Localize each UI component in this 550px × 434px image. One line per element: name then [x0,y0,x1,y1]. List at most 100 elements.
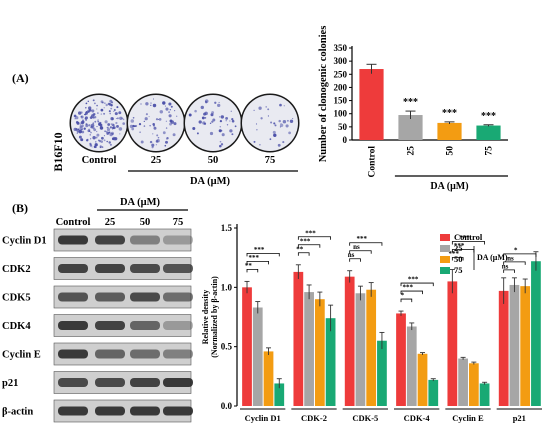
density-bar [447,281,458,406]
colony-dot [210,113,214,117]
colony-significance: *** [442,108,457,119]
density-significance-label: *** [448,250,459,258]
density-significance-bracket [297,236,332,240]
density-significance-label: * [514,246,518,254]
colony-dot [108,103,112,106]
colony-dot [225,120,227,122]
colony-dot [225,116,229,120]
density-significance-bracket [246,261,269,265]
colony-dot [96,104,98,107]
colony-dot [149,140,153,144]
colony-dot [96,133,100,137]
colony-dot [100,100,104,104]
colony-dot [113,110,115,113]
blot-band [95,292,125,302]
colony-dot [105,103,108,107]
density-bar [355,293,366,406]
density-bar [417,353,428,406]
dish-plate [185,95,241,151]
blot-row-label: CDK5 [2,293,31,304]
colony-dot [150,102,152,104]
colony-dot [279,103,282,107]
colony-dot [256,129,258,131]
density-legend-swatch [440,267,450,274]
colony-dot [267,108,270,111]
colony-dot [165,127,168,129]
colony-dot [112,126,115,129]
density-bar [498,290,509,406]
colony-dot [164,105,166,107]
density-significance-bracket [297,244,321,248]
blot-band [58,406,88,416]
colony-dot [103,107,105,109]
colony-dot [101,136,104,140]
blot-band [58,349,88,359]
density-x-tick-label: Cyclin E [452,413,484,423]
colony-dot [107,126,109,128]
colony-dot [196,132,199,135]
colony-y-tick-label: 200 [334,82,348,92]
colony-dot [106,140,108,143]
colony-dot [91,109,95,113]
colony-dot [226,124,229,126]
colony-dot [118,127,123,131]
colony-x-axis-label: DA (μM) [430,181,468,192]
colony-dot [104,130,106,133]
colony-dot [111,137,115,141]
colony-dot [229,129,233,133]
colony-dot [168,111,171,114]
density-bar [531,261,541,406]
density-chart: 0.0 0.5 1.0 1.5 Relative density (Normalized … [201,223,542,423]
colony-dot [145,113,148,116]
colony-dot [80,138,84,142]
colony-dot [75,129,78,132]
lane-treatment-label: DA (μM) [120,197,161,208]
colony-dot [129,124,134,129]
colony-dot [119,116,123,121]
density-y-axis-label-2: (Normalized by β-actin) [210,276,219,358]
density-significance-bracket [451,241,486,245]
lane-label-25: 25 [105,217,116,228]
colony-dot [203,122,207,125]
colony-dot [111,101,114,104]
density-significance-label: * [401,292,405,300]
colony-dot [214,101,217,104]
colony-dot [93,145,97,149]
blot-band [58,235,88,245]
blot-band [58,264,88,273]
blot-band [163,264,193,273]
colony-dot [108,110,111,113]
colony-dot [165,120,168,122]
colony-dot [230,110,232,112]
colony-dot [165,140,168,144]
blot-band [163,235,193,245]
density-y-tick-label: 1.5 [221,223,233,233]
colony-dot [140,140,144,144]
colony-dot [115,117,117,120]
density-significance-bracket [503,253,537,257]
colony-dish [240,93,300,153]
density-legend-title: DA (μM) [477,253,508,262]
density-significance-label: *** [408,276,419,284]
colony-dot [97,119,99,121]
blot-band [95,235,125,245]
colony-dot [85,102,87,105]
density-bar [428,379,439,406]
blot-band [130,292,160,302]
colony-x-tick-label: 75 [485,146,495,156]
density-significance-bracket [400,282,434,287]
blot-band [130,264,160,273]
colony-dot [85,124,89,128]
colony-dot [106,128,111,132]
density-bar [396,313,406,406]
colony-bar [398,115,423,140]
colony-dish [69,93,129,153]
density-bar [479,383,490,406]
colony-dot [172,133,176,137]
density-legend-label: Control [454,232,483,242]
lane-label-control: Control [56,217,91,228]
colony-dot [110,107,113,110]
colony-dot [289,119,294,123]
colony-dot [103,139,106,142]
panel-b-label: (B) [12,201,28,215]
